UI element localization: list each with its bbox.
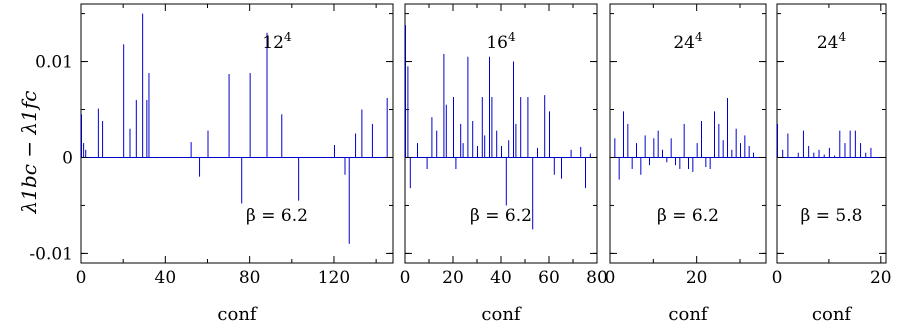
x-tick-label: 0 bbox=[772, 268, 783, 288]
y-tick-label: 0 bbox=[62, 148, 73, 168]
beta-label: β = 6.2 bbox=[657, 206, 719, 226]
y-tick-label: -0.01 bbox=[29, 244, 73, 264]
beta-label: β = 5.8 bbox=[801, 206, 863, 226]
beta-label: β = 6.2 bbox=[470, 206, 532, 226]
x-axis-label: conf bbox=[481, 304, 522, 325]
x-tick-label: 80 bbox=[239, 268, 261, 288]
x-tick-label: 0 bbox=[400, 268, 411, 288]
panel-4: 0 20 conf 244 β = 5.8 bbox=[772, 3, 892, 325]
x-axis-label: conf bbox=[217, 304, 258, 325]
x-tick-label: 120 bbox=[318, 268, 350, 288]
panel-frame bbox=[80, 3, 394, 264]
lattice-size-label: 244 bbox=[673, 30, 703, 53]
x-tick-label: 20 bbox=[686, 268, 708, 288]
x-tick-label: 40 bbox=[155, 268, 177, 288]
x-tick-label: 0 bbox=[605, 268, 616, 288]
lattice-size-label: 164 bbox=[486, 30, 516, 53]
panel-3: 0 20 conf 244 β = 6.2 bbox=[605, 3, 767, 325]
x-tick-label: 0 bbox=[76, 268, 87, 288]
x-tick-label: 20 bbox=[870, 268, 892, 288]
beta-label: β = 6.2 bbox=[246, 206, 308, 226]
x-tick-label: 80 bbox=[586, 268, 608, 288]
y-axis-label: λ1bc − λ1fc bbox=[17, 91, 41, 215]
x-tick-label: 60 bbox=[538, 268, 560, 288]
panel-frame bbox=[609, 3, 767, 264]
lattice-size-label: 124 bbox=[262, 30, 292, 53]
x-tick-label: 40 bbox=[490, 268, 512, 288]
x-tick-label: 20 bbox=[442, 268, 464, 288]
x-axis-label: conf bbox=[812, 304, 853, 325]
y-tick-label: 0.01 bbox=[35, 53, 73, 73]
x-axis-label: conf bbox=[668, 304, 709, 325]
lattice-size-label: 244 bbox=[817, 30, 847, 53]
panel-2: 0 20 40 60 80 conf 164 β = 6.2 bbox=[400, 3, 608, 325]
